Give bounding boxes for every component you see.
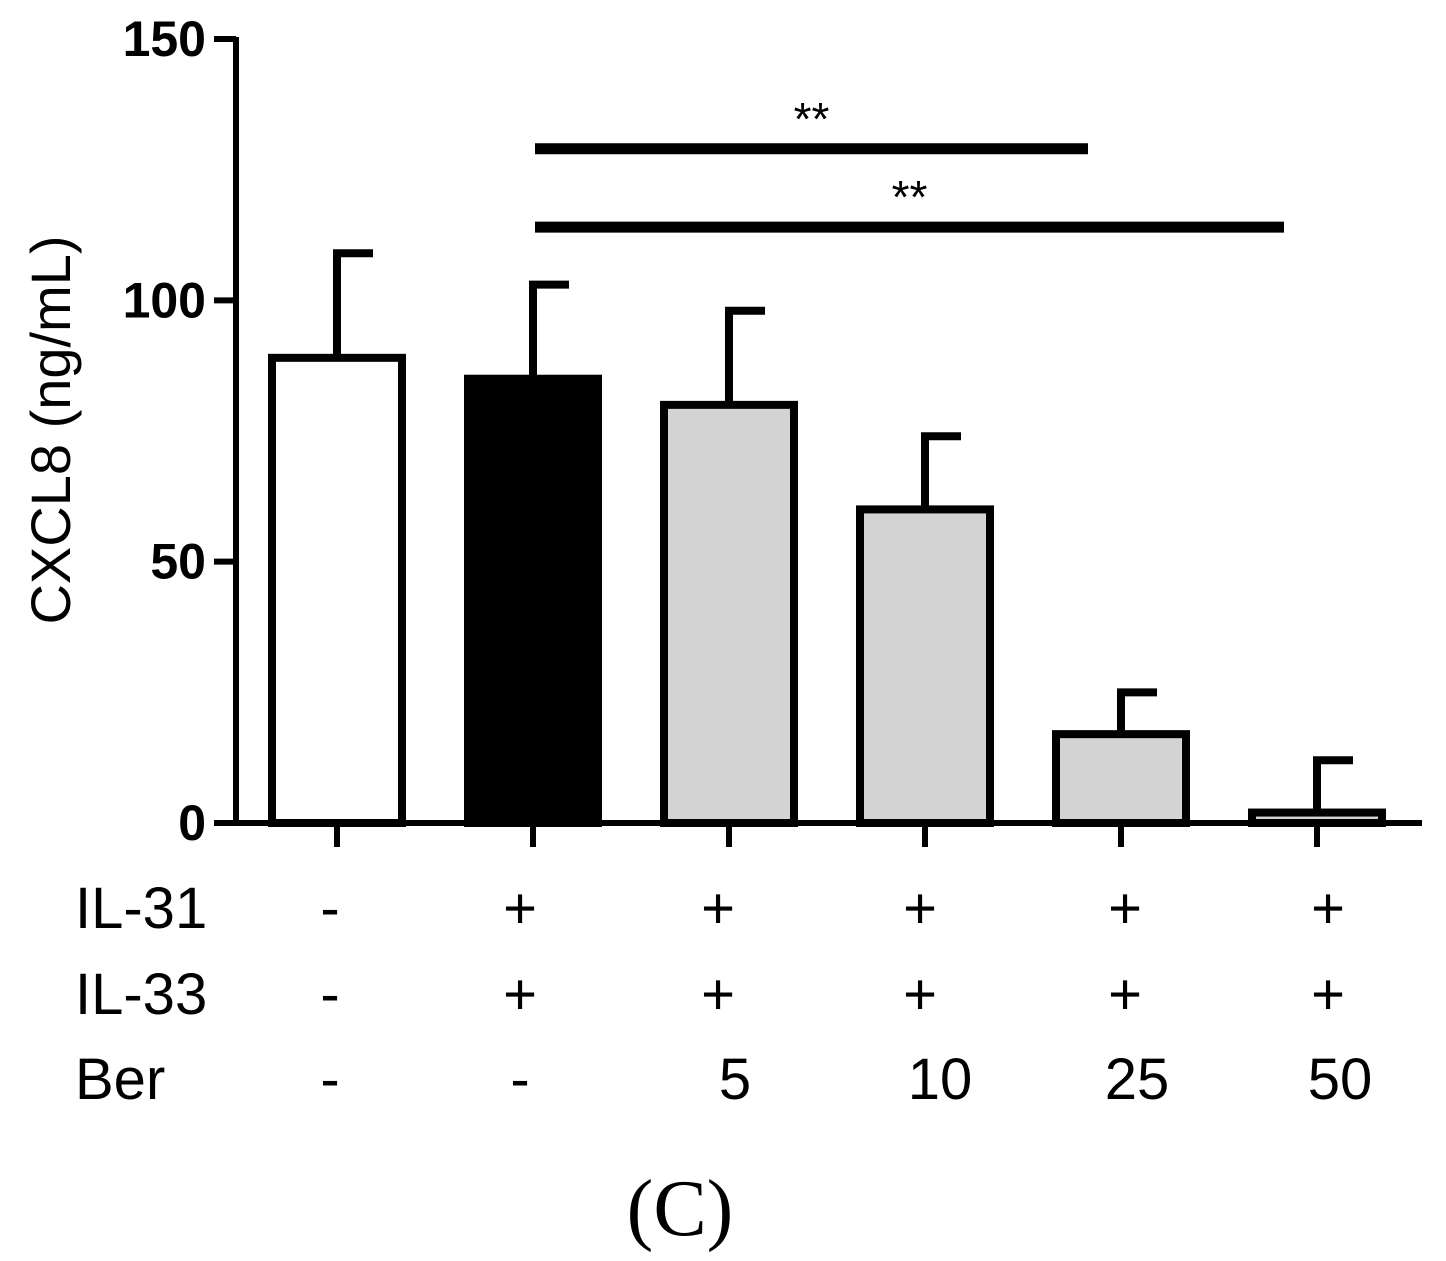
bar — [268, 353, 406, 827]
condition-row-label: IL-31 — [75, 876, 207, 941]
condition-value: 25 — [1105, 1047, 1170, 1112]
condition-value: + — [1108, 962, 1142, 1027]
condition-value: + — [503, 876, 537, 941]
condition-value: + — [503, 962, 537, 1027]
error-bars — [333, 249, 1353, 813]
significance-label: ** — [794, 93, 830, 145]
bar — [1248, 808, 1386, 828]
y-ticks: 0 50 100 150 — [123, 11, 236, 851]
bars — [268, 353, 1386, 828]
condition-value: - — [320, 1047, 339, 1112]
condition-value: + — [1311, 876, 1345, 941]
significance-label: ** — [892, 171, 928, 223]
axes — [233, 37, 1422, 847]
condition-value: + — [903, 876, 937, 941]
significance-brackets: ** ** — [535, 93, 1284, 233]
bar — [856, 505, 994, 827]
condition-value: 50 — [1308, 1047, 1373, 1112]
condition-value: - — [320, 876, 339, 941]
panel-label: (C) — [627, 1165, 734, 1253]
condition-row-label: IL-33 — [75, 962, 207, 1027]
bar — [660, 400, 798, 827]
condition-value: 5 — [719, 1047, 751, 1112]
condition-value: + — [701, 876, 735, 941]
y-tick-label: 150 — [123, 11, 206, 67]
bar — [1052, 730, 1190, 827]
condition-value: - — [320, 962, 339, 1027]
y-axis-label: CXCL8 (ng/mL) — [19, 235, 82, 624]
condition-value: 10 — [908, 1047, 973, 1112]
condition-value: + — [1311, 962, 1345, 1027]
condition-value: + — [1108, 876, 1142, 941]
condition-value: + — [701, 962, 735, 1027]
condition-value: - — [510, 1047, 529, 1112]
y-tick-label: 100 — [123, 272, 206, 328]
y-tick-label: 50 — [150, 534, 206, 590]
y-tick-label: 0 — [178, 795, 206, 851]
condition-table: IL-31 - + + + + + IL-33 - + + + + + Ber - - 5 10 25 50 — [75, 876, 1372, 1112]
condition-value: + — [903, 962, 937, 1027]
bar — [464, 374, 602, 827]
condition-row-label: Ber — [75, 1047, 165, 1112]
